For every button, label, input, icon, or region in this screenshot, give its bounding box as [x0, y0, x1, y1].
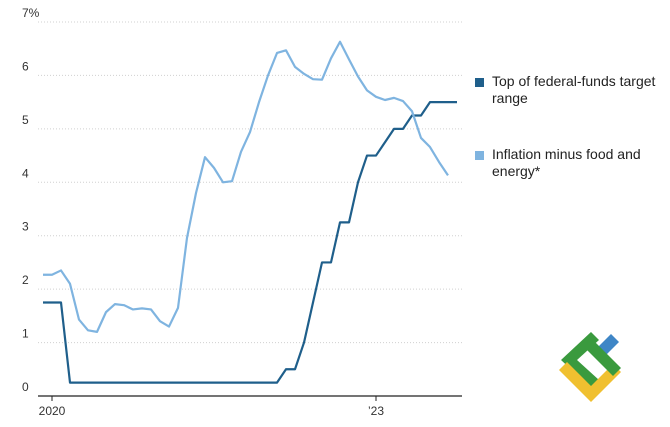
legend-label-core-inflation: Inflation minus food and energy* [492, 146, 641, 179]
y-tick-label-6: 6 [22, 59, 29, 73]
legend-swatch-fed-funds [475, 78, 484, 87]
y-tick-label-4: 4 [22, 166, 29, 180]
series-line-0 [43, 101, 457, 384]
series-lines [43, 40, 457, 384]
y-axis-ticks: 0 1 2 3 4 5 6 7% [22, 6, 40, 394]
x-tick-label-0: 2020 [39, 404, 66, 418]
y-tick-label-2: 2 [22, 273, 29, 287]
y-tick-label-3: 3 [22, 220, 29, 234]
series-line-1 [43, 40, 449, 333]
y-tick-label-5: 5 [22, 113, 29, 127]
y-tick-label-1: 1 [22, 327, 29, 341]
y-tick-label-0: 0 [22, 380, 29, 394]
y-tick-label-7: 7% [22, 6, 40, 20]
x-axis: 2020 ’23 [38, 395, 462, 418]
x-tick-label-1: ’23 [368, 404, 384, 418]
legend-item-core-inflation: Inflation minus food and energy* [475, 146, 670, 180]
brand-logo [559, 332, 621, 402]
logo-yellow-chevron [559, 362, 621, 402]
legend-swatch-core-inflation [475, 151, 484, 160]
grid-lines [38, 21, 462, 344]
legend-item-fed-funds: Top of federal-funds target range [475, 73, 670, 107]
legend-label-fed-funds: Top of federal-funds target range [492, 73, 656, 106]
logo-green-bar [585, 340, 621, 376]
